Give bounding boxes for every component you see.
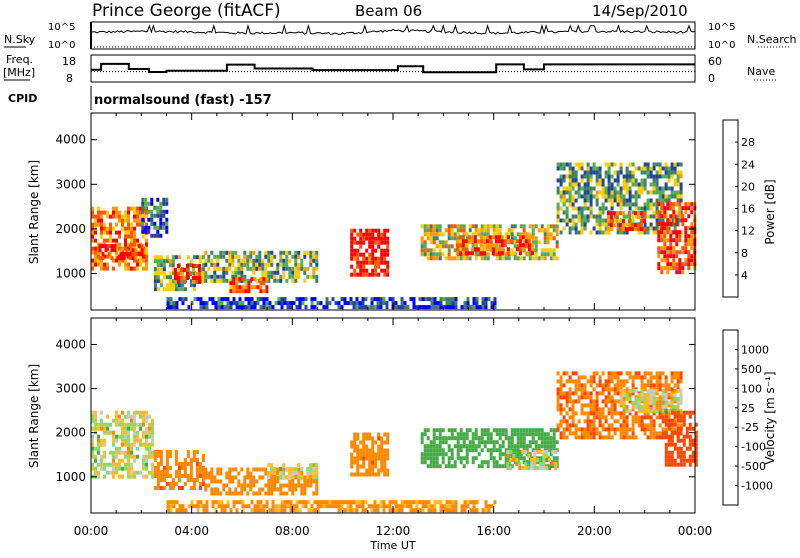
x-tick-label: 16:00: [476, 524, 511, 538]
echo-region: [229, 277, 269, 294]
nsky-strip-frame: [90, 21, 696, 50]
colorbar-tick-label: -1000: [741, 480, 773, 493]
nsearch-tick-top: 10^5: [708, 22, 735, 33]
x-tick-label: 04:00: [174, 524, 209, 538]
nsky-tick-top: 10^5: [48, 22, 75, 33]
y-tick-label: 4000: [55, 338, 86, 352]
nave-tick-top: 60: [708, 55, 722, 68]
y-tick-label: 2000: [55, 222, 86, 236]
nave-tick-bottom: 0: [708, 72, 715, 85]
nsky-series: [91, 23, 696, 36]
x-tick-label: 20:00: [577, 524, 612, 538]
colorbar-tick-label: -25: [741, 421, 759, 434]
station-title: Prince George (fitACF): [92, 1, 281, 21]
echo-region: [267, 463, 319, 480]
y-tick-label: 1000: [55, 267, 86, 281]
freq-unit-label: [MHz]: [3, 66, 35, 79]
colorbar-tick-label: 1000: [741, 343, 769, 356]
nave-label: Nave: [747, 65, 775, 78]
colorbar-tick-label: 100: [741, 382, 762, 395]
echo-region: [166, 500, 497, 513]
power-colorbar: 28 24 20 16 12 8 4: [722, 119, 755, 298]
freq-strip-frame: [90, 54, 696, 83]
freq-series: [91, 62, 695, 74]
time-axis-label: Time UT: [369, 539, 415, 552]
echo-region: [166, 297, 497, 310]
nsearch-tick-bottom: 10^0: [708, 40, 735, 51]
velocity-colorbar-label: Velocity [m s⁻¹]: [763, 371, 777, 464]
freq-trace: [91, 62, 695, 74]
colorbar-tick-label: 20: [741, 180, 755, 193]
colorbar-tick-label: 8: [741, 247, 748, 260]
echo-region: [350, 228, 390, 277]
colorbar-tick-label: 4: [741, 269, 748, 282]
colorbar-tick-label: -100: [741, 441, 766, 454]
x-tick-label: 08:00: [275, 524, 310, 538]
echo-region: [657, 202, 697, 275]
y-tick-label: 1000: [55, 470, 86, 484]
echo-region: [98, 244, 144, 261]
power-heatmap: [91, 162, 697, 310]
echo-region: [174, 264, 201, 284]
echo-region: [420, 428, 559, 469]
x-tick-label: 12:00: [376, 524, 411, 538]
velocity-ylabel: Slant Range [km]: [27, 364, 41, 468]
colorbar-tick-label: 16: [741, 203, 755, 216]
colorbar-tick-label: -500: [741, 460, 766, 473]
cpid-text: normalsound (fast) -157: [94, 93, 272, 108]
echo-region: [350, 432, 390, 477]
velocity-heatmap: [91, 371, 698, 513]
echo-region: [204, 467, 319, 496]
power-ylabel: Slant Range [km]: [27, 160, 41, 264]
colorbar-tick-label: 12: [741, 225, 755, 238]
power-colorbar-label: Power [dB]: [763, 179, 777, 244]
echo-region: [455, 235, 534, 256]
cpid-label: CPID: [8, 92, 37, 105]
velocity-axes: 4000 3000 2000 1000: [55, 318, 696, 513]
echo-region: [606, 211, 646, 232]
nsky-trace: [90, 22, 696, 49]
echo-region: [619, 388, 683, 413]
echo-region: [141, 197, 169, 238]
freq-tick-bottom: 8: [66, 72, 73, 85]
echo-region: [91, 206, 148, 271]
colorbar-tick-label: 28: [741, 136, 755, 149]
echo-region: [664, 410, 698, 467]
colorbar-tick-label: 25: [741, 402, 755, 415]
time-axis-ticks: 00:00 04:00 08:00 12:00 16:00 20:00 00:00: [74, 524, 713, 538]
beam-title: Beam 06: [355, 2, 422, 20]
echo-region: [91, 410, 154, 479]
velocity-colorbar: 1000 500 100 25 -25 -100 -500 -1000: [722, 329, 773, 506]
date-title: 14/Sep/2010: [592, 2, 688, 20]
nsearch-label: N.Search: [747, 33, 797, 46]
echo-region: [153, 450, 205, 490]
freq-tick-top: 18: [62, 55, 76, 68]
nsky-tick-bottom: 10^0: [48, 40, 75, 51]
y-tick-label: 4000: [55, 133, 86, 147]
y-tick-label: 2000: [55, 426, 86, 440]
colorbar-tick-label: 24: [741, 158, 755, 171]
x-tick-label: 00:00: [678, 524, 713, 538]
colorbar-tick-label: 500: [741, 363, 762, 376]
y-tick-label: 3000: [55, 382, 86, 396]
freq-label: Freq.: [6, 53, 33, 66]
nsky-label: N.Sky: [4, 33, 36, 46]
y-tick-label: 3000: [55, 177, 86, 191]
echo-region: [506, 450, 558, 470]
x-tick-label: 00:00: [74, 524, 109, 538]
colorbar-frame: [722, 329, 739, 506]
power-axes: 4000 3000 2000 1000: [55, 113, 696, 310]
